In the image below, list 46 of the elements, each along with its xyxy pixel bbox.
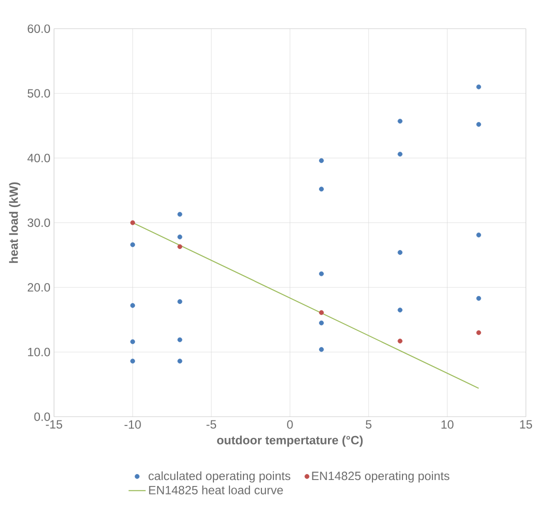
x-tick-label: -5: [206, 420, 216, 428]
x-axis-title: outdoor tempertature (°C): [217, 435, 363, 447]
x-tick-label: -15: [46, 420, 62, 428]
point: [398, 152, 402, 156]
point: [398, 338, 402, 344]
point: [319, 271, 324, 276]
point: [476, 330, 482, 335]
point: [177, 358, 182, 364]
point: [177, 234, 182, 240]
point: [130, 302, 136, 308]
y-tick-label: 30.0: [28, 218, 50, 227]
point: [130, 220, 136, 225]
point: [319, 310, 324, 315]
point: [177, 212, 182, 216]
y-tick-label: 50.0: [28, 88, 50, 98]
point: [130, 242, 136, 247]
point: [476, 232, 482, 238]
legend-label: EN14825 operating points: [312, 471, 450, 482]
y-tick-label: 40.0: [27, 154, 50, 162]
point: [476, 122, 482, 127]
x-tick-label: 10: [441, 420, 454, 429]
point: [398, 307, 402, 312]
point: [177, 337, 182, 342]
y-axis-title: heat load (kW): [9, 182, 20, 263]
y-tick-label: 0.0: [34, 412, 50, 421]
point: [177, 299, 182, 304]
point: [319, 320, 324, 326]
x-tick-label: 15: [520, 420, 532, 428]
y-tick-label: 60.0: [28, 24, 50, 33]
point: [398, 118, 402, 124]
point: [130, 358, 136, 364]
legend-label: EN14825 heat load curve: [149, 485, 283, 494]
y-tick-label: 10.0: [28, 348, 50, 356]
legend-label: calculated operating points: [148, 471, 290, 482]
x-tick-label: 5: [366, 420, 372, 428]
point: [177, 244, 182, 249]
point: [319, 158, 324, 163]
x-tick-label: -10: [124, 420, 141, 429]
point: [476, 84, 482, 90]
point: [398, 250, 402, 255]
y-tick-label: 20.0: [28, 282, 50, 292]
point: [319, 346, 324, 352]
point: [319, 186, 324, 192]
point: [476, 296, 482, 301]
x-tick-label: 0: [287, 420, 293, 429]
point: [130, 339, 136, 344]
